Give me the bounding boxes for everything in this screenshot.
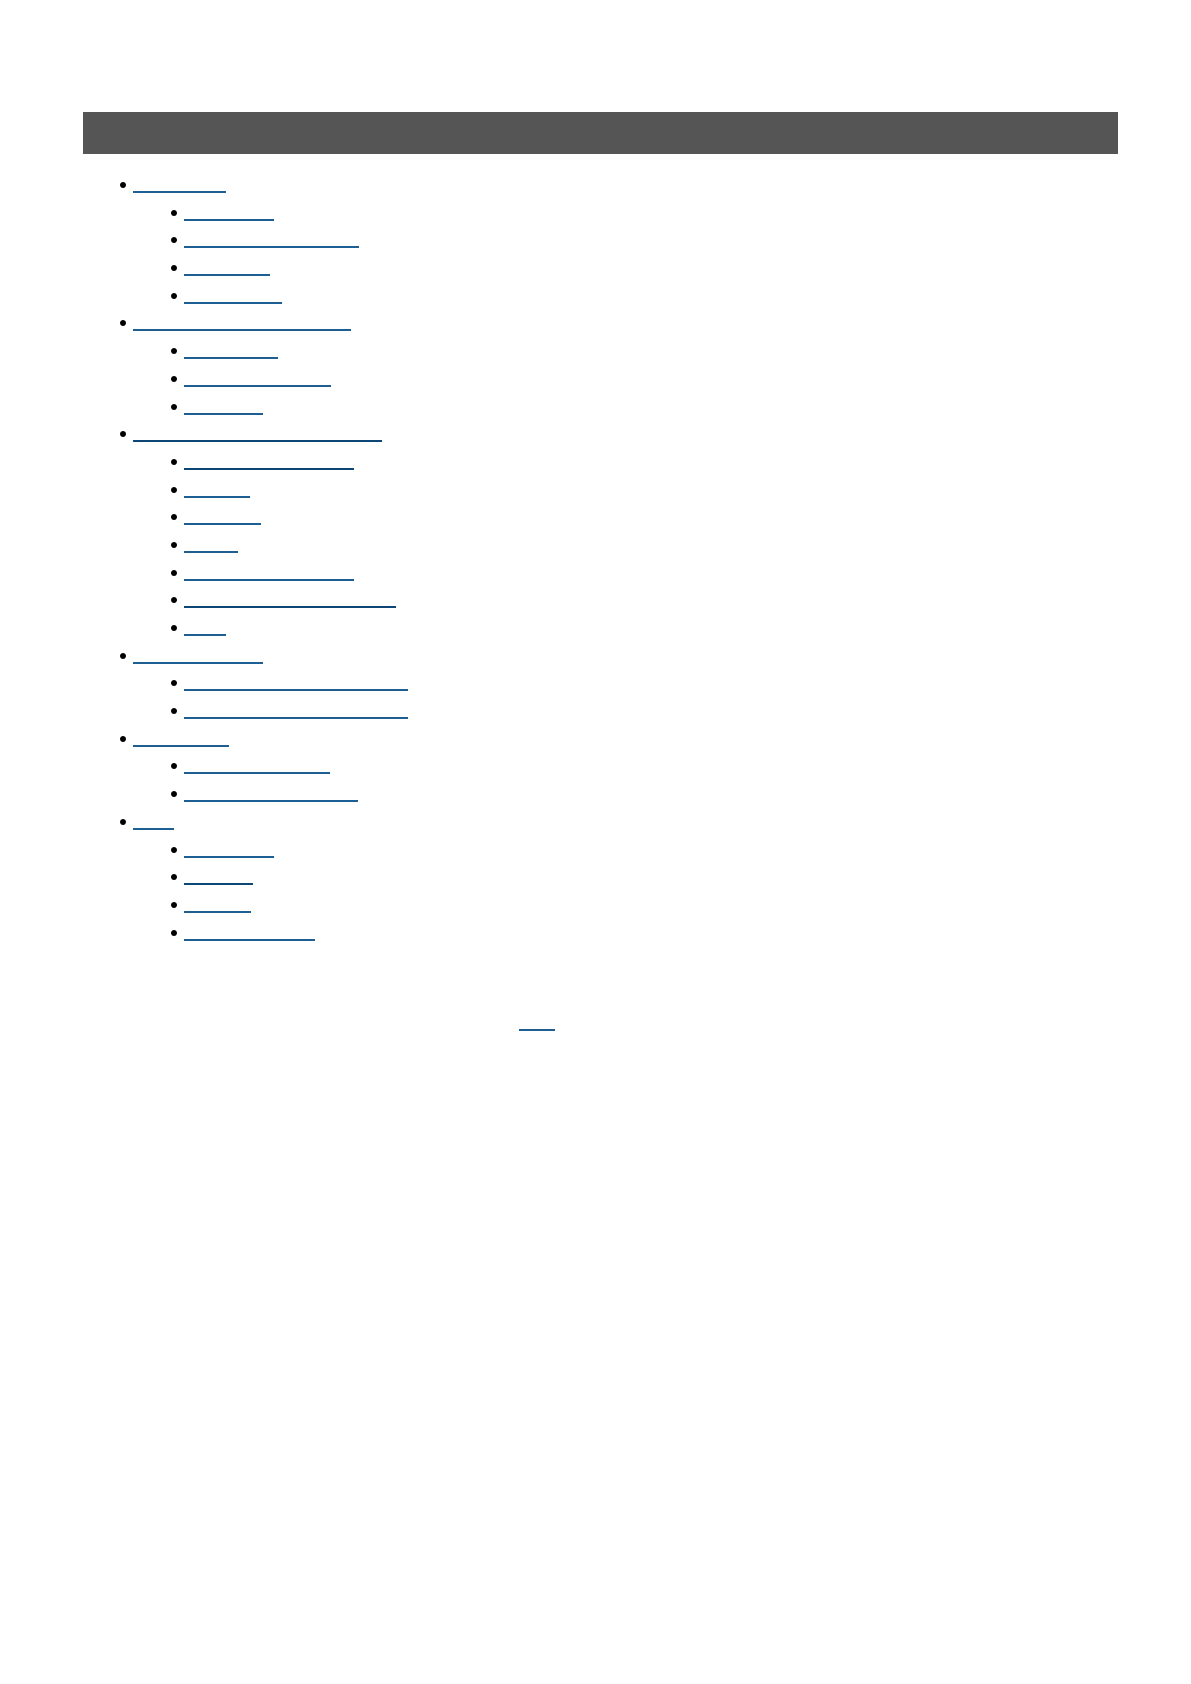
toc-sublink[interactable]: [184, 301, 282, 304]
toc-sublink[interactable]: [184, 772, 330, 775]
toc-sublink[interactable]: [184, 938, 315, 941]
toc-sublink[interactable]: [184, 689, 408, 692]
toc-sublink[interactable]: [184, 467, 354, 470]
toc-link[interactable]: [133, 827, 174, 830]
toc-link[interactable]: [133, 661, 263, 664]
header-bar: [83, 112, 1118, 154]
toc-sublink[interactable]: [184, 384, 331, 387]
toc-sublink[interactable]: [184, 717, 408, 720]
toc-sublink[interactable]: [184, 800, 358, 803]
toc-sublink[interactable]: [184, 910, 251, 913]
toc-sublink[interactable]: [184, 578, 354, 581]
toc-sublink[interactable]: [184, 412, 263, 415]
toc-sublink[interactable]: [184, 495, 250, 498]
toc-sublink[interactable]: [184, 357, 278, 360]
toc-sublink[interactable]: [184, 634, 226, 636]
toc-sublink[interactable]: [184, 606, 396, 609]
toc-link[interactable]: [133, 191, 226, 193]
toc-sublink[interactable]: [184, 550, 238, 553]
toc-sublink[interactable]: [184, 274, 270, 277]
toc-link[interactable]: [133, 744, 229, 747]
toc-sublink[interactable]: [184, 855, 274, 858]
toc-link[interactable]: [133, 440, 382, 443]
toc-sublink[interactable]: [184, 523, 261, 526]
toc-sublink[interactable]: [184, 246, 359, 249]
toc-sublink[interactable]: [184, 218, 274, 221]
toc-sublink[interactable]: [184, 883, 253, 886]
toc-link[interactable]: [133, 329, 351, 332]
footer-link[interactable]: [519, 1029, 555, 1031]
